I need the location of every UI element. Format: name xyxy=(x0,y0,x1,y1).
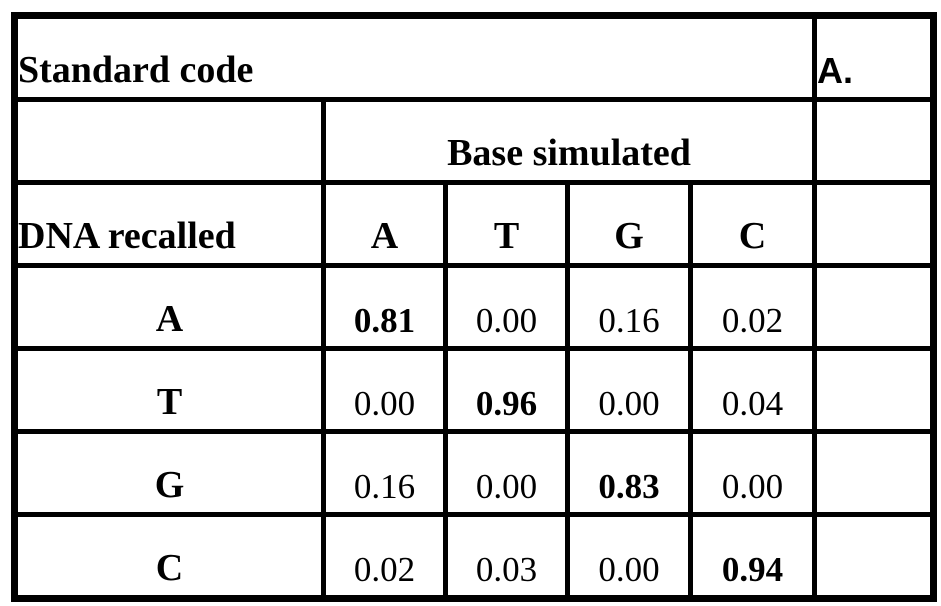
empty-cell xyxy=(12,97,326,185)
value-A-C: 0.02 xyxy=(721,301,784,340)
value-G-C: 0.00 xyxy=(721,467,784,506)
row-label-cell: C xyxy=(12,512,326,601)
value-T-C: 0.04 xyxy=(721,384,784,423)
value-G-T: 0.00 xyxy=(475,467,538,506)
value-T-G: 0.00 xyxy=(598,384,660,423)
matrix-cell: 0.00 xyxy=(565,346,693,434)
panel-label: A. xyxy=(817,50,854,91)
row-label-T: T xyxy=(156,381,183,423)
row-label-C: C xyxy=(155,547,184,589)
empty-cell xyxy=(812,97,936,185)
panel-label-cell: A. xyxy=(812,13,936,102)
matrix-cell: 0.16 xyxy=(321,429,448,517)
matrix-cell: 0.00 xyxy=(443,263,570,351)
column-header-C: C xyxy=(738,215,767,257)
value-G-A: 0.16 xyxy=(353,467,416,506)
table-row: G 0.16 0.00 0.83 0.00 xyxy=(12,429,936,517)
row-group-header-cell: DNA recalled xyxy=(12,180,326,268)
title-row: Standard code A. xyxy=(12,13,936,102)
value-T-T: 0.96 xyxy=(475,384,538,423)
column-header-cell: A xyxy=(321,180,448,268)
row-label-G: G xyxy=(154,464,185,506)
value-T-A: 0.00 xyxy=(353,384,416,423)
matrix-cell: 0.81 xyxy=(321,263,448,351)
matrix-cell: 0.02 xyxy=(688,263,817,351)
figure-canvas: Standard code A. Base simulated DNA reca… xyxy=(11,12,937,602)
column-header-T: T xyxy=(493,215,520,257)
empty-cell xyxy=(812,512,936,601)
column-header-G: G xyxy=(614,215,644,257)
row-label-cell: G xyxy=(12,429,326,517)
matrix-cell: 0.00 xyxy=(443,429,570,517)
empty-cell xyxy=(812,346,936,434)
table-row: A 0.81 0.00 0.16 0.02 xyxy=(12,263,936,351)
value-G-G: 0.83 xyxy=(598,467,660,506)
column-group-header-row: Base simulated xyxy=(12,97,936,185)
confusion-matrix-table: Standard code A. Base simulated DNA reca… xyxy=(11,12,937,602)
matrix-cell: 0.00 xyxy=(565,512,693,601)
row-label-A: A xyxy=(155,298,184,340)
column-header-cell: T xyxy=(443,180,570,268)
table-row: C 0.02 0.03 0.00 0.94 xyxy=(12,512,936,601)
column-header-cell: G xyxy=(565,180,693,268)
value-C-G: 0.00 xyxy=(598,550,660,589)
empty-cell xyxy=(812,263,936,351)
column-header-row: DNA recalled A T G C xyxy=(12,180,936,268)
matrix-cell: 0.04 xyxy=(688,346,817,434)
col-group-header: Base simulated xyxy=(447,132,691,174)
matrix-cell: 0.83 xyxy=(565,429,693,517)
matrix-cell: 0.96 xyxy=(443,346,570,434)
column-header-cell: C xyxy=(688,180,817,268)
value-C-C: 0.94 xyxy=(721,550,784,589)
row-label-cell: A xyxy=(12,263,326,351)
table-title-cell: Standard code xyxy=(12,13,817,102)
value-A-T: 0.00 xyxy=(475,301,538,340)
value-C-A: 0.02 xyxy=(353,550,416,589)
row-group-header: DNA recalled xyxy=(18,215,236,257)
matrix-cell: 0.00 xyxy=(688,429,817,517)
value-A-G: 0.16 xyxy=(598,301,660,340)
table-title: Standard code xyxy=(18,49,254,91)
value-A-A: 0.81 xyxy=(353,301,416,340)
table-row: T 0.00 0.96 0.00 0.04 xyxy=(12,346,936,434)
empty-cell xyxy=(812,429,936,517)
column-header-A: A xyxy=(370,215,399,257)
col-group-header-cell: Base simulated xyxy=(321,97,817,185)
value-C-T: 0.03 xyxy=(475,550,538,589)
row-label-cell: T xyxy=(12,346,326,434)
matrix-cell: 0.94 xyxy=(688,512,817,601)
matrix-cell: 0.02 xyxy=(321,512,448,601)
matrix-cell: 0.00 xyxy=(321,346,448,434)
matrix-cell: 0.16 xyxy=(565,263,693,351)
matrix-cell: 0.03 xyxy=(443,512,570,601)
empty-cell xyxy=(812,180,936,268)
